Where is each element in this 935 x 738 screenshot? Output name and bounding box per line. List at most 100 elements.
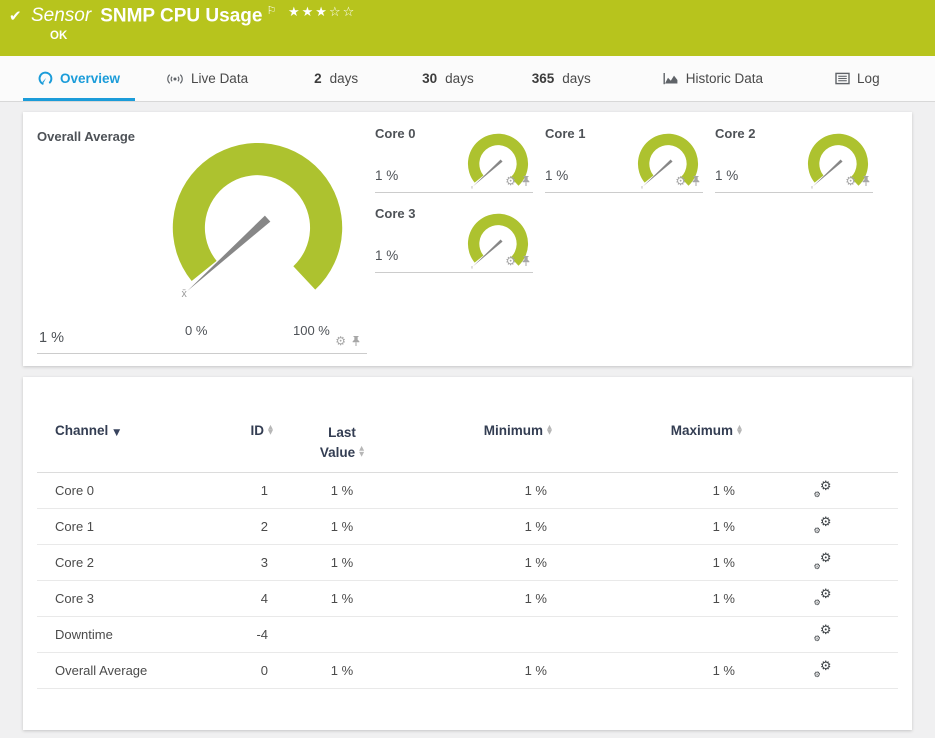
tab-historic-data-label: Historic Data bbox=[685, 71, 764, 86]
sensor-header: ✔ Sensor SNMP CPU Usage ⚐ ★★★☆☆ OK bbox=[0, 0, 935, 56]
maximum-cell: 1 % bbox=[557, 508, 747, 546]
column-header-actions bbox=[747, 421, 898, 474]
tab-30-days-number: 30 bbox=[422, 71, 438, 86]
core-gauge-tile: Core 0 1 % ⚙ bbox=[375, 121, 533, 193]
last-value-cell: 1 % bbox=[277, 544, 407, 582]
channel-settings-gears-icon[interactable]: ⚙ ⚙ bbox=[813, 551, 832, 572]
table-row[interactable]: Overall Average 0 1 % 1 % 1 % ⚙ ⚙ bbox=[37, 652, 898, 690]
channel-name-cell[interactable]: Core 1 bbox=[37, 508, 235, 546]
status-badge: OK bbox=[50, 30, 68, 42]
channel-settings-gears-icon[interactable]: ⚙ ⚙ bbox=[813, 515, 832, 536]
table-row[interactable]: Downtime -4 ⚙ ⚙ bbox=[37, 616, 898, 654]
minimum-cell: 1 % bbox=[407, 544, 557, 582]
page-title: SNMP CPU Usage bbox=[100, 5, 263, 27]
channel-name-cell[interactable]: Core 3 bbox=[37, 580, 235, 618]
channel-name-cell[interactable]: Downtime bbox=[37, 616, 235, 654]
channel-table-panel: Channel ▼ ID ▲ ▼ Last Value ▲ ▼ Minimum ▲ ▼ Max… bbox=[23, 377, 912, 730]
column-header-id[interactable]: ID ▲ ▼ bbox=[235, 421, 277, 474]
gear-icon[interactable]: ⚙ bbox=[505, 174, 516, 188]
channel-settings-gears-icon[interactable]: ⚙ ⚙ bbox=[813, 479, 832, 500]
gauge-title: Core 2 bbox=[715, 126, 756, 141]
table-row[interactable]: Core 0 1 1 % 1 % 1 % ⚙ ⚙ bbox=[37, 472, 898, 510]
core-gauge-tile: Core 3 1 % ⚙ bbox=[375, 201, 533, 273]
channel-settings-gears-icon[interactable]: ⚙ ⚙ bbox=[813, 623, 832, 644]
pin-icon[interactable] bbox=[691, 175, 701, 187]
tab-2-days[interactable]: 2 days bbox=[299, 56, 373, 101]
minimum-cell: 1 % bbox=[407, 508, 557, 546]
channel-id-cell: -4 bbox=[235, 616, 277, 654]
core-gauge-tile: Core 1 1 % ⚙ bbox=[545, 121, 703, 193]
gauges-panel: Overall Average 0 % 100 % 1 % ⚙ Core 0 1… bbox=[23, 112, 912, 366]
channel-id-cell: 3 bbox=[235, 544, 277, 582]
sort-icon: ▲ ▼ bbox=[268, 422, 273, 437]
overall-gauge-chart bbox=[165, 138, 350, 299]
last-value-cell: 1 % bbox=[277, 508, 407, 546]
tab-30-days[interactable]: 30 days bbox=[407, 56, 489, 101]
channel-id-cell: 2 bbox=[235, 508, 277, 546]
tab-365-days[interactable]: 365 days bbox=[517, 56, 606, 101]
gear-icon[interactable]: ⚙ bbox=[505, 254, 516, 268]
pin-icon[interactable] bbox=[521, 175, 531, 187]
gear-icon[interactable]: ⚙ bbox=[335, 334, 346, 348]
last-value-cell bbox=[277, 616, 407, 654]
column-header-minimum[interactable]: Minimum ▲ ▼ bbox=[407, 421, 557, 474]
channel-name-cell[interactable]: Overall Average bbox=[37, 652, 235, 690]
gear-icon[interactable]: ⚙ bbox=[675, 174, 686, 188]
tab-overview-label: Overview bbox=[60, 71, 121, 86]
column-header-maximum[interactable]: Maximum ▲ ▼ bbox=[557, 421, 747, 474]
column-header-channel[interactable]: Channel ▼ bbox=[37, 421, 235, 474]
minimum-cell: 1 % bbox=[407, 472, 557, 510]
channel-name-cell[interactable]: Core 0 bbox=[37, 472, 235, 510]
tab-live-data-label: Live Data bbox=[191, 71, 249, 86]
flag-icon[interactable]: ⚐ bbox=[266, 4, 277, 17]
channel-table-body: Core 0 1 1 % 1 % 1 % ⚙ ⚙ Core 1 2 1 % 1 … bbox=[37, 472, 898, 690]
log-icon bbox=[835, 72, 850, 85]
channel-id-cell: 0 bbox=[235, 652, 277, 690]
tab-bar: Overview Live Data 2 days 30 days 365 da… bbox=[0, 56, 935, 102]
tab-log[interactable]: Log bbox=[820, 56, 895, 101]
gauge-title: Core 3 bbox=[375, 206, 416, 221]
tab-historic-data[interactable]: Historic Data bbox=[648, 56, 778, 101]
maximum-cell: 1 % bbox=[557, 544, 747, 582]
channel-name-cell[interactable]: Core 2 bbox=[37, 544, 235, 582]
channel-id-cell: 4 bbox=[235, 580, 277, 618]
maximum-cell: 1 % bbox=[557, 652, 747, 690]
tab-live-data[interactable]: Live Data bbox=[151, 56, 263, 101]
table-row[interactable]: Core 3 4 1 % 1 % 1 % ⚙ ⚙ bbox=[37, 580, 898, 618]
channel-table: Channel ▼ ID ▲ ▼ Last Value ▲ ▼ Minimum ▲ ▼ Max… bbox=[37, 421, 898, 690]
pin-icon[interactable] bbox=[861, 175, 871, 187]
minimum-cell bbox=[407, 616, 557, 654]
priority-stars[interactable]: ★★★☆☆ bbox=[288, 5, 356, 20]
table-row[interactable]: Core 2 3 1 % 1 % 1 % ⚙ ⚙ bbox=[37, 544, 898, 582]
last-value-cell: 1 % bbox=[277, 580, 407, 618]
stars-empty[interactable]: ☆☆ bbox=[328, 5, 357, 20]
pin-icon[interactable] bbox=[521, 255, 531, 267]
last-value-cell: 1 % bbox=[277, 652, 407, 690]
gauge-icon bbox=[38, 71, 53, 86]
table-row[interactable]: Core 1 2 1 % 1 % 1 % ⚙ ⚙ bbox=[37, 508, 898, 546]
pin-icon[interactable] bbox=[351, 335, 361, 347]
status-ok-check-icon: ✔ bbox=[9, 7, 22, 25]
gauge-max-label: 100 % bbox=[293, 323, 330, 338]
gauge-min-label: 0 % bbox=[185, 323, 208, 338]
tab-365-days-label: days bbox=[562, 71, 591, 86]
object-kind-label: Sensor bbox=[31, 5, 92, 27]
channel-settings-gears-icon[interactable]: ⚙ ⚙ bbox=[813, 587, 832, 608]
channel-id-cell: 1 bbox=[235, 472, 277, 510]
tab-30-days-label: days bbox=[445, 71, 474, 86]
live-data-icon bbox=[166, 72, 184, 86]
maximum-cell: 1 % bbox=[557, 472, 747, 510]
sort-icon: ▲ ▼ bbox=[547, 422, 552, 437]
tab-settings[interactable]: ⚙ Settings bbox=[923, 56, 935, 101]
gauge-title: Core 1 bbox=[545, 126, 586, 141]
column-header-last-value[interactable]: Last Value ▲ ▼ bbox=[277, 421, 407, 474]
maximum-cell bbox=[557, 616, 747, 654]
gear-icon[interactable]: ⚙ bbox=[845, 174, 856, 188]
gauge-title: Overall Average bbox=[37, 129, 136, 144]
gauge-value: 1 % bbox=[375, 168, 399, 183]
tab-overview[interactable]: Overview bbox=[23, 56, 136, 101]
tab-365-days-number: 365 bbox=[531, 71, 555, 86]
historic-chart-icon bbox=[663, 72, 679, 86]
stars-filled[interactable]: ★★★ bbox=[288, 5, 329, 20]
channel-settings-gears-icon[interactable]: ⚙ ⚙ bbox=[813, 659, 832, 680]
